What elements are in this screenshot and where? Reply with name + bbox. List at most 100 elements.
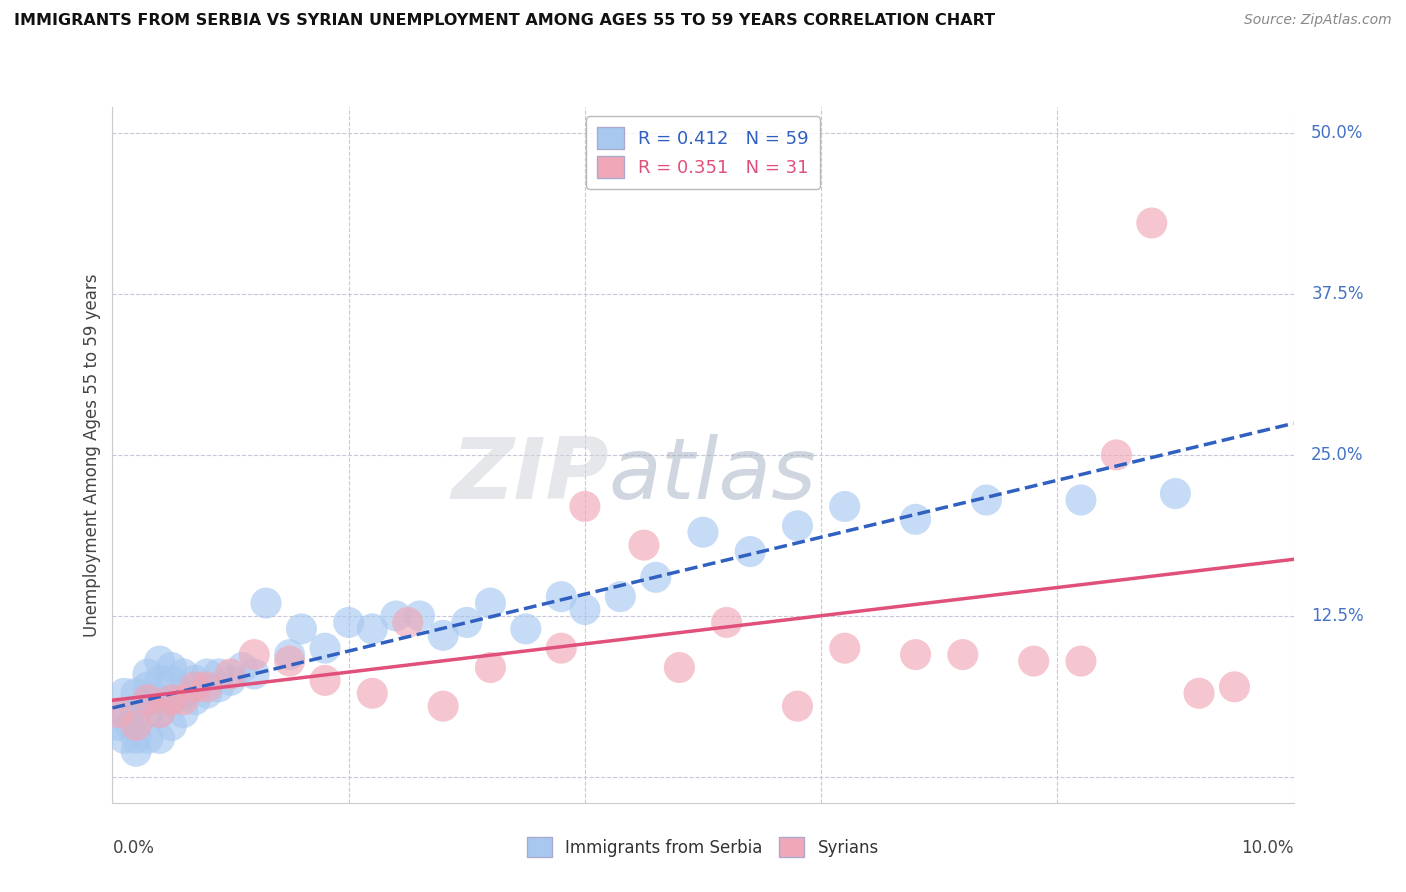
Point	[740, 544, 762, 558]
Point	[254, 596, 277, 610]
Text: 10.0%: 10.0%	[1241, 838, 1294, 857]
Text: IMMIGRANTS FROM SERBIA VS SYRIAN UNEMPLOYMENT AMONG AGES 55 TO 59 YEARS CORRELAT: IMMIGRANTS FROM SERBIA VS SYRIAN UNEMPLO…	[14, 13, 995, 29]
Point	[1223, 680, 1246, 694]
Point	[149, 654, 172, 668]
Point	[904, 512, 927, 526]
Point	[278, 648, 301, 662]
Point	[160, 718, 183, 732]
Point	[609, 590, 631, 604]
Point	[786, 699, 808, 714]
Point	[1188, 686, 1211, 700]
Point	[644, 570, 666, 584]
Text: 12.5%: 12.5%	[1312, 607, 1364, 625]
Point	[107, 718, 129, 732]
Point	[1140, 216, 1163, 230]
Point	[112, 686, 135, 700]
Point	[314, 673, 336, 688]
Point	[550, 590, 572, 604]
Point	[136, 692, 159, 706]
Point	[149, 692, 172, 706]
Point	[904, 648, 927, 662]
Point	[107, 706, 129, 720]
Point	[432, 628, 454, 642]
Point	[550, 641, 572, 656]
Point	[834, 500, 856, 514]
Point	[692, 525, 714, 540]
Point	[149, 731, 172, 746]
Point	[125, 744, 148, 758]
Point	[716, 615, 738, 630]
Point	[479, 596, 502, 610]
Text: ZIP: ZIP	[451, 434, 609, 517]
Text: 37.5%: 37.5%	[1312, 285, 1364, 303]
Point	[314, 641, 336, 656]
Point	[479, 660, 502, 674]
Point	[136, 667, 159, 681]
Point	[160, 660, 183, 674]
Text: atlas: atlas	[609, 434, 817, 517]
Point	[952, 648, 974, 662]
Point	[1105, 448, 1128, 462]
Point	[125, 706, 148, 720]
Point	[195, 667, 218, 681]
Legend: Immigrants from Serbia, Syrians: Immigrants from Serbia, Syrians	[520, 830, 886, 864]
Point	[432, 699, 454, 714]
Point	[243, 648, 266, 662]
Point	[396, 615, 419, 630]
Y-axis label: Unemployment Among Ages 55 to 59 years: Unemployment Among Ages 55 to 59 years	[83, 273, 101, 637]
Point	[1070, 493, 1092, 508]
Point	[231, 660, 253, 674]
Point	[172, 706, 194, 720]
Point	[184, 680, 207, 694]
Point	[208, 667, 231, 681]
Point	[456, 615, 478, 630]
Point	[1070, 654, 1092, 668]
Point	[120, 718, 142, 732]
Point	[408, 609, 430, 624]
Point	[125, 686, 148, 700]
Text: 50.0%: 50.0%	[1312, 124, 1364, 142]
Point	[160, 692, 183, 706]
Point	[976, 493, 998, 508]
Point	[515, 622, 537, 636]
Point	[834, 641, 856, 656]
Point	[149, 706, 172, 720]
Point	[574, 602, 596, 616]
Point	[361, 686, 384, 700]
Point	[172, 667, 194, 681]
Point	[149, 673, 172, 688]
Point	[243, 667, 266, 681]
Point	[160, 673, 183, 688]
Point	[125, 731, 148, 746]
Text: 0.0%: 0.0%	[112, 838, 155, 857]
Text: 25.0%: 25.0%	[1312, 446, 1364, 464]
Point	[136, 680, 159, 694]
Point	[219, 667, 242, 681]
Point	[208, 680, 231, 694]
Point	[1022, 654, 1045, 668]
Text: Source: ZipAtlas.com: Source: ZipAtlas.com	[1244, 13, 1392, 28]
Point	[184, 692, 207, 706]
Point	[337, 615, 360, 630]
Point	[112, 731, 135, 746]
Point	[160, 692, 183, 706]
Point	[136, 706, 159, 720]
Point	[125, 718, 148, 732]
Point	[149, 706, 172, 720]
Point	[172, 692, 194, 706]
Point	[290, 622, 312, 636]
Point	[574, 500, 596, 514]
Point	[1164, 486, 1187, 500]
Point	[361, 622, 384, 636]
Point	[195, 686, 218, 700]
Point	[786, 518, 808, 533]
Point	[112, 706, 135, 720]
Point	[385, 609, 408, 624]
Point	[633, 538, 655, 552]
Point	[136, 692, 159, 706]
Point	[668, 660, 690, 674]
Point	[184, 673, 207, 688]
Point	[136, 731, 159, 746]
Point	[278, 654, 301, 668]
Point	[195, 680, 218, 694]
